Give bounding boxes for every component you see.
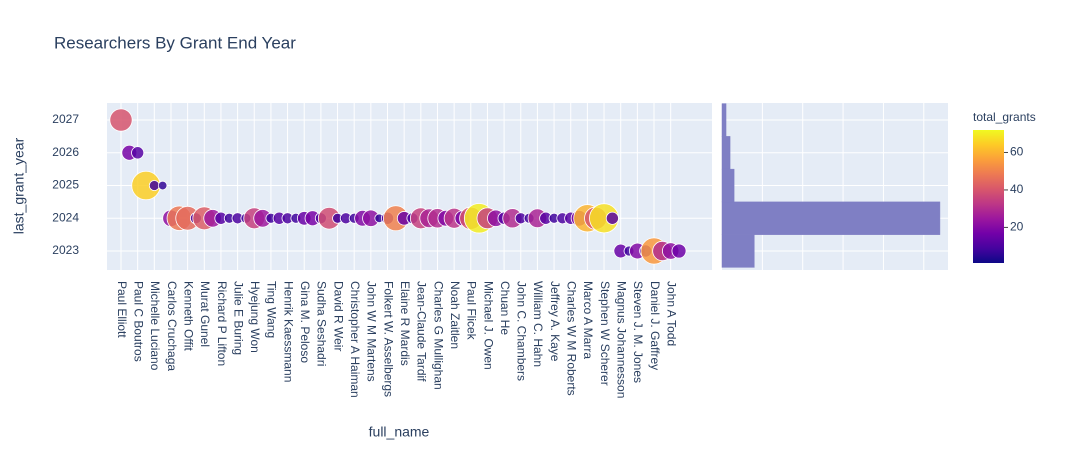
- x-tick-label: John A Todd: [664, 281, 678, 346]
- hist-bar: [721, 201, 941, 235]
- x-tick-label: Hyejung Won: [248, 281, 262, 353]
- colorbar-tick-label: 60: [1010, 145, 1024, 159]
- y-tick-label: 2024: [52, 210, 79, 224]
- x-tick-label: Noah Zaitlen: [448, 281, 462, 349]
- colorbar-tick-label: 20: [1010, 220, 1024, 234]
- x-tick-label: Charles G Mullighan: [431, 281, 445, 390]
- x-tick-label: Henrik Kaessmann: [281, 281, 295, 382]
- x-tick-label: David R Weir: [331, 281, 345, 351]
- colorbar-title: total_grants: [973, 110, 1036, 124]
- x-tick-label: Jeffrey A. Kaye: [548, 281, 562, 362]
- x-tick-label: Paul Elliott: [115, 281, 129, 338]
- y-tick-label: 2025: [52, 178, 79, 192]
- y-tick-label: 2027: [52, 112, 79, 126]
- point: [131, 146, 145, 160]
- x-tick-label: Ting Wang: [265, 281, 279, 338]
- x-tick-label: Magnus Johannesson: [615, 281, 629, 398]
- x-tick-label: Christopher A Haiman: [348, 281, 362, 398]
- x-tick-label: Steven J. M. Jones: [631, 281, 645, 383]
- colorbar-tick-label: 40: [1010, 182, 1024, 196]
- hist-bar: [721, 234, 755, 268]
- y-tick-label: 2023: [52, 243, 79, 257]
- x-tick-label: John W M Martens: [365, 281, 379, 382]
- x-tick-label: Michael J. Owen: [481, 281, 495, 370]
- x-tick-label: William C. Hahn: [531, 281, 545, 367]
- x-tick-label: Kenneth Offit: [181, 281, 195, 351]
- histogram-area: [722, 103, 948, 270]
- x-tick-label: Richard P Lifton: [215, 281, 229, 366]
- hist-bar: [721, 103, 727, 137]
- x-tick-label: Daniel J. Gaffrey: [648, 281, 662, 370]
- x-tick-label: Gina M. Peloso: [298, 281, 312, 363]
- point: [605, 211, 619, 225]
- x-tick-label: Michelle Luciano: [148, 281, 162, 371]
- point: [671, 243, 687, 259]
- y-tick-label: 2026: [52, 145, 79, 159]
- point: [157, 180, 168, 191]
- x-tick-label: Marco A Marra: [581, 281, 595, 359]
- y-axis-title: last_grant_year: [11, 137, 27, 234]
- hist-bar: [721, 136, 731, 170]
- x-tick-label: Folkert W. Asselbergs: [381, 281, 395, 397]
- colorbar: [973, 130, 1004, 263]
- x-axis-title: full_name: [369, 424, 430, 440]
- hist-bar: [721, 168, 735, 203]
- x-tick-label: Paul Flicek: [465, 281, 479, 341]
- x-tick-label: Julie E Buring: [231, 281, 245, 355]
- plot-area: [107, 103, 712, 270]
- x-tick-label: Elaine R Mardis: [398, 281, 412, 366]
- x-tick-label: Murat Gunel: [198, 281, 212, 347]
- x-tick-label: Charles W M Roberts: [565, 281, 579, 396]
- x-tick-label: Jean-Claude Tardif: [415, 281, 429, 382]
- point: [148, 180, 160, 191]
- x-tick-label: John C. Chambers: [515, 281, 529, 381]
- x-tick-label: Carlos Cruchaga: [165, 281, 179, 371]
- x-tick-label: Paul C Boutros: [131, 281, 145, 362]
- x-tick-label: Sudha Seshadri: [315, 281, 329, 366]
- chart-title: Researchers By Grant End Year: [54, 33, 296, 52]
- x-tick-label: Chuan He: [498, 281, 512, 335]
- point: [109, 108, 133, 132]
- x-tick-label: Stephen W Scherer: [598, 281, 612, 386]
